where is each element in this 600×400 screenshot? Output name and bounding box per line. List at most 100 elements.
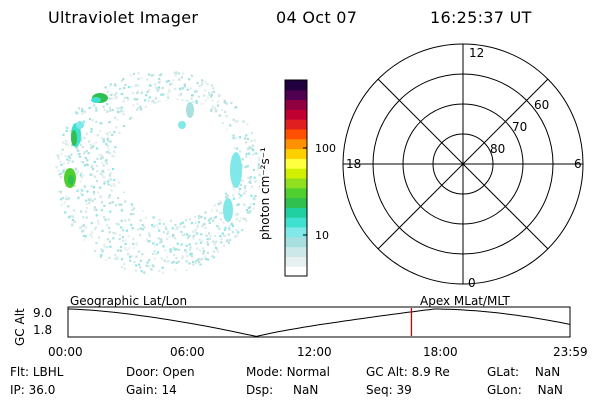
aurora-pixel	[250, 185, 254, 188]
dsp-label: Dsp:	[246, 383, 274, 397]
aurora-pixel	[190, 74, 194, 77]
aurora-pixel	[81, 109, 84, 112]
aurora-pixel	[153, 101, 156, 104]
aurora-pixel	[214, 107, 217, 110]
aurora-pixel	[204, 226, 207, 229]
aurora-pixel	[251, 144, 254, 147]
aurora-pixel	[79, 180, 82, 183]
aurora-pixel	[254, 180, 257, 183]
aurora-pixel	[80, 210, 83, 213]
aurora-pixel	[56, 154, 59, 157]
aurora-emission	[76, 121, 84, 129]
aurora-pixel	[218, 227, 221, 230]
aurora-pixel	[168, 235, 171, 238]
aurora-pixel	[65, 139, 68, 143]
aurora-pixel	[167, 260, 170, 263]
aurora-pixel	[184, 219, 187, 222]
aurora-pixel	[91, 231, 94, 234]
aurora-pixel	[146, 261, 149, 264]
aurora-pixel	[198, 238, 201, 241]
aurora-pixel	[229, 239, 232, 242]
aurora-pixel	[181, 72, 185, 75]
aurora-pixel	[245, 209, 249, 212]
aurora-pixel	[97, 220, 100, 223]
aurora-pixel	[87, 152, 90, 155]
aurora-pixel	[106, 90, 109, 93]
aurora-pixel	[67, 155, 70, 158]
aurora-pixel	[205, 258, 208, 261]
aurora-pixel	[95, 226, 98, 229]
aurora-pixel	[174, 237, 177, 240]
aurora-pixel	[140, 107, 143, 110]
aurora-pixel	[220, 241, 223, 244]
aurora-pixel	[183, 225, 186, 228]
aurora-pixel	[83, 238, 86, 241]
meridian-diag-2	[377, 78, 549, 250]
aurora-pixel	[80, 160, 83, 163]
aurora-pixel	[157, 88, 160, 91]
aurora-pixel	[83, 110, 86, 113]
aurora-pixel	[109, 84, 112, 87]
aurora-pixel	[215, 248, 219, 251]
aurora-pixel	[137, 77, 140, 81]
aurora-pixel	[209, 110, 212, 113]
aurora-pixel	[234, 137, 237, 140]
aurora-pixel	[232, 194, 235, 197]
aurora-pixel	[95, 214, 98, 217]
aurora-pixel	[208, 238, 211, 241]
aurora-pixel	[71, 160, 74, 163]
aurora-pixel	[195, 102, 198, 105]
aurora-pixel	[95, 241, 98, 245]
aurora-pixel	[91, 167, 95, 171]
aurora-pixel	[146, 90, 149, 93]
aurora-pixel	[181, 255, 184, 258]
aurora-pixel	[179, 222, 182, 225]
aurora-pixel	[165, 260, 168, 263]
aurora-pixel	[101, 162, 104, 165]
aurora-pixel	[202, 252, 205, 255]
aurora-pixel	[243, 203, 246, 206]
aurora-pixel	[120, 219, 123, 222]
aurora-pixel	[113, 150, 116, 153]
aurora-pixel	[189, 246, 192, 249]
aurora-pixel	[96, 170, 99, 173]
aurora-pixel	[63, 201, 66, 204]
aurora-pixel	[204, 255, 207, 258]
aurora-pixel	[145, 238, 148, 241]
aurora-pixel	[166, 93, 169, 96]
aurora-pixel	[71, 144, 74, 147]
aurora-pixel	[101, 229, 104, 232]
aurora-pixel	[120, 106, 123, 109]
aurora-pixel	[158, 218, 161, 222]
aurora-pixel	[222, 221, 225, 224]
aurora-pixel	[87, 198, 91, 201]
aurora-pixel	[188, 234, 191, 237]
aurora-pixel	[151, 100, 154, 103]
aurora-pixel	[101, 170, 104, 173]
aurora-pixel	[195, 259, 198, 262]
xtick-1: 06:00	[170, 345, 205, 359]
aurora-pixel	[162, 93, 165, 96]
aurora-pixel	[60, 152, 63, 155]
aurora-pixel	[98, 154, 101, 157]
aurora-pixel	[248, 211, 251, 214]
colorbar-swatch	[285, 119, 307, 130]
aurora-pixel	[99, 186, 102, 189]
aurora-pixel	[167, 230, 170, 233]
aurora-pixel	[107, 148, 110, 151]
aurora-pixel	[111, 155, 114, 158]
aurora-pixel	[131, 204, 134, 207]
aurora-pixel	[80, 172, 83, 175]
aurora-pixel	[127, 253, 130, 256]
colorbar	[284, 79, 308, 277]
aurora-pixel	[207, 219, 210, 222]
aurora-pixel	[212, 250, 215, 253]
aurora-pixel	[91, 145, 95, 148]
ip-label: IP:	[10, 383, 25, 397]
aurora-pixel	[220, 238, 223, 241]
aurora-pixel	[185, 233, 188, 236]
aurora-pixel	[257, 163, 261, 166]
aurora-pixel	[105, 132, 108, 135]
